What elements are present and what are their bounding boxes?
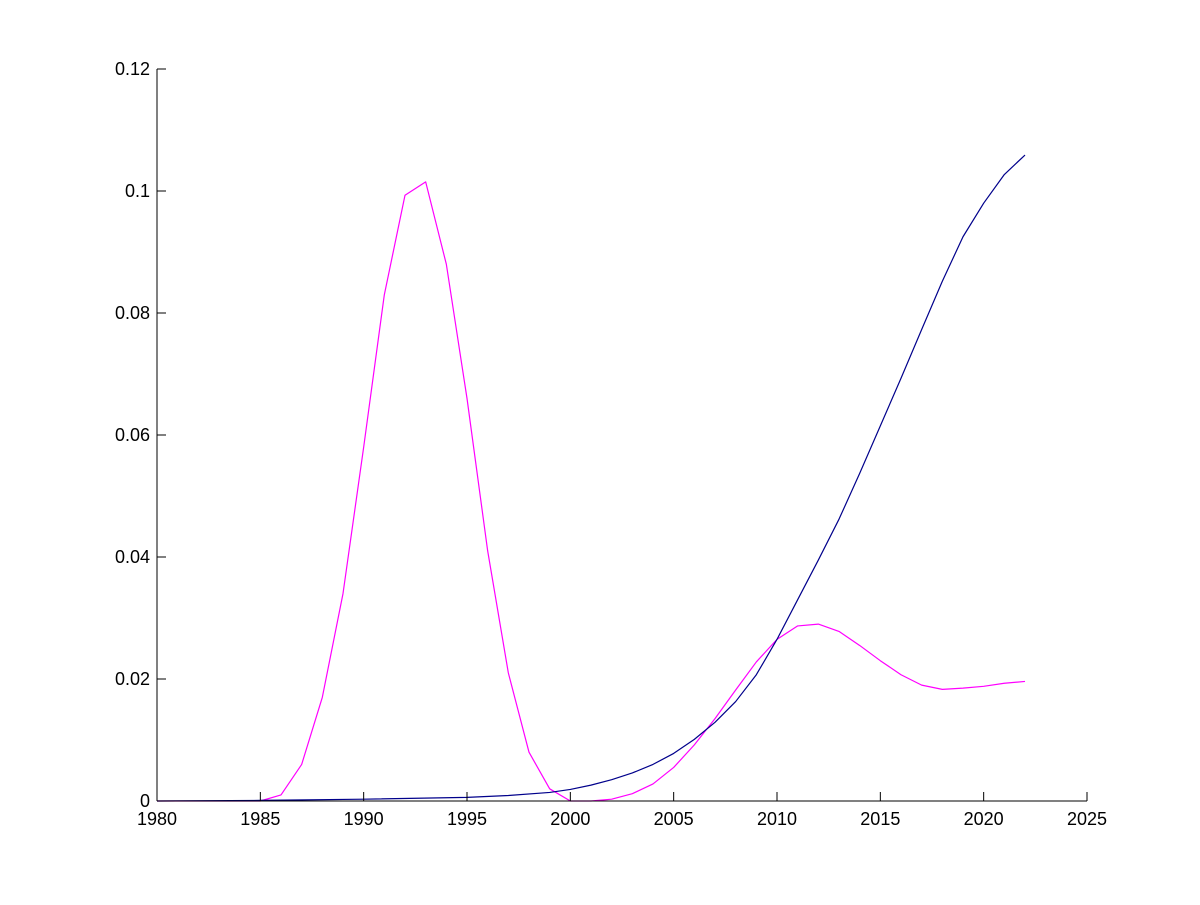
axes-layer: 1980 1985 1990 1995 2000 2005 2010 2015 2020 2025…: [115, 59, 1107, 829]
y-tick-label: 0.04: [115, 547, 150, 567]
x-tick-label: 2000: [550, 809, 590, 829]
x-tick-label: 2020: [964, 809, 1004, 829]
y-tick-label: 0.08: [115, 303, 150, 323]
x-tick-label: 1995: [447, 809, 487, 829]
x-tick-label: 1980: [137, 809, 177, 829]
series-layer: [156, 154, 1026, 802]
series-line-1: [157, 181, 1026, 802]
series-line-2: [156, 154, 1026, 802]
y-tick-label: 0.06: [115, 425, 150, 445]
y-tick-label: 0.02: [115, 669, 150, 689]
y-tick-label: 0.12: [115, 59, 150, 79]
x-tick-label: 2015: [860, 809, 900, 829]
x-tick-label: 2005: [654, 809, 694, 829]
x-tick-label: 1990: [344, 809, 384, 829]
x-tick-label: 2010: [757, 809, 797, 829]
y-tick-label: 0: [140, 791, 150, 811]
y-tick-label: 0.1: [125, 181, 150, 201]
x-tick-label: 2025: [1067, 809, 1107, 829]
x-tick-label: 1985: [240, 809, 280, 829]
